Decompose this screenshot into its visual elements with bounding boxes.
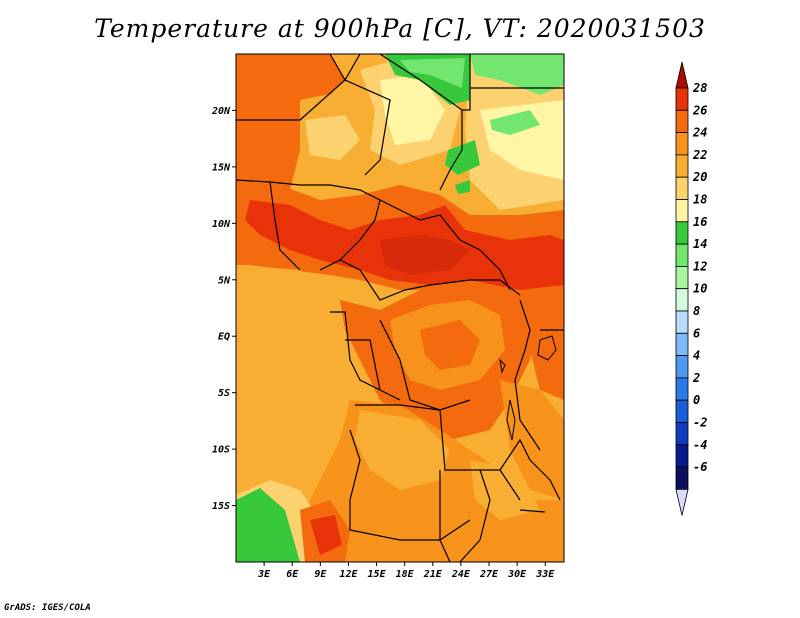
colorbar-box: [675, 176, 689, 200]
colorbar-label: -4: [693, 438, 707, 452]
colorbar-label: 10: [693, 282, 707, 296]
colorbar-box: [675, 377, 689, 401]
colorbar-box: [675, 332, 689, 356]
colorbar-arrow-top: [675, 61, 689, 89]
lon-label: 6E: [286, 569, 299, 580]
colorbar-label: 6: [693, 326, 700, 340]
grads-credit: GrADS: IGES/COLA: [4, 603, 91, 613]
colorbar-arrow-bottom: [675, 488, 689, 516]
colorbar-box: [675, 355, 689, 379]
colorbar-box: [675, 444, 689, 468]
colorbar-label: 14: [693, 237, 707, 251]
colorbar-label: 22: [692, 148, 707, 162]
longitude-axis: 3E 6E 9E 12E 15E 18E 21E 24E 27E 30E 33E: [257, 562, 555, 580]
colorbar-label: 24: [692, 126, 707, 140]
lat-label: 5N: [218, 275, 231, 286]
lon-label: 27E: [479, 569, 499, 580]
colorbar-box: [675, 310, 689, 334]
country-borders: [236, 54, 564, 562]
colorbar-label: 20: [692, 170, 707, 184]
colorbar-label: 26: [692, 103, 707, 117]
lat-label: 20N: [211, 106, 231, 117]
lon-label: 15E: [368, 569, 387, 580]
map-frame: [235, 53, 565, 563]
colorbar-box: [675, 87, 689, 111]
lon-label: 3E: [257, 569, 271, 580]
colorbar-label: -6: [693, 460, 707, 474]
lat-label: 10S: [212, 445, 230, 456]
lat-label: 10N: [212, 219, 231, 230]
lon-label: 9E: [314, 569, 327, 580]
colorbar-box: [675, 288, 689, 312]
colorbar-label: 16: [693, 215, 707, 229]
lon-label: 24E: [451, 569, 471, 580]
lat-label: 5S: [218, 388, 230, 399]
colorbar-box: [675, 243, 689, 267]
colorbar-label: 0: [693, 393, 700, 407]
lon-label: 18E: [396, 569, 415, 580]
colorbar-box: [675, 265, 689, 290]
temperature-field: [236, 54, 564, 562]
colorbar-label: 18: [693, 193, 707, 207]
colorbar-box: [675, 199, 689, 223]
colorbar-label: 28: [692, 81, 707, 95]
colorbar-box: [675, 399, 689, 423]
colorbar-label: 8: [693, 304, 700, 318]
map-title: Temperature at 900hPa [C], VT: 202003150…: [94, 14, 706, 43]
colorbar-box: [675, 466, 689, 490]
colorbar-label: 2: [692, 371, 700, 385]
colorbar-label: -2: [693, 416, 707, 430]
colorbar-box: [675, 154, 689, 178]
lon-label: 33E: [535, 569, 555, 580]
lon-label: 21E: [423, 569, 443, 580]
lat-label: EQ: [218, 332, 230, 343]
latitude-axis: 20N 15N 10N 5N EQ 5S 10S 15S: [211, 106, 236, 512]
lat-label: 15S: [212, 501, 230, 512]
lat-label: 15N: [212, 162, 231, 173]
colorbar-label: 4: [693, 349, 700, 363]
colorbar-box: [675, 221, 689, 245]
colorbar-box: [675, 422, 689, 446]
colorbar-box: [675, 132, 689, 156]
colorbar-label: 12: [693, 259, 707, 273]
lon-label: 30E: [507, 569, 527, 580]
colorbar-box: [675, 109, 689, 134]
lake-outlines: [499, 335, 557, 441]
lon-label: 12E: [339, 569, 358, 580]
